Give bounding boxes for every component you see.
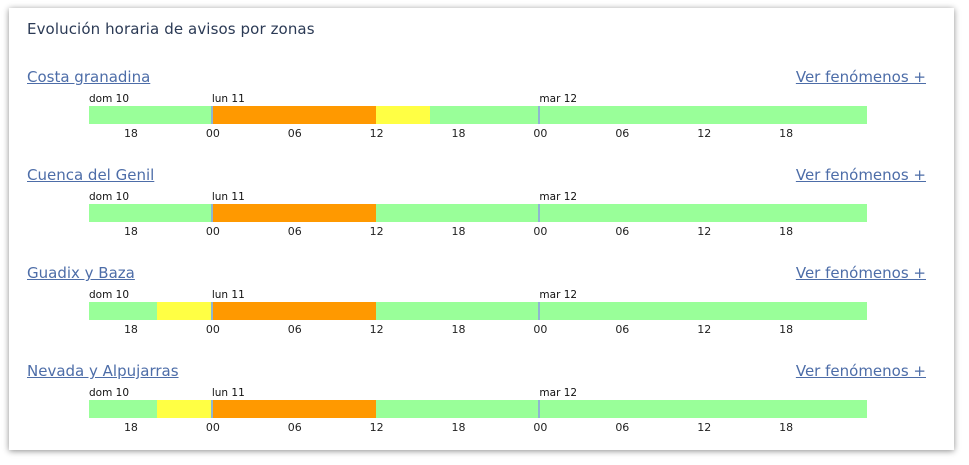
hour-label: 00 — [205, 127, 220, 140]
day-label: lun 11 — [211, 387, 245, 399]
hour-label: 00 — [533, 225, 548, 238]
hour-label: 06 — [615, 421, 630, 434]
hour-label: 18 — [123, 323, 138, 336]
warning-level-segment-green — [89, 106, 212, 124]
warning-level-segment-orange — [211, 204, 376, 222]
zone-name-link[interactable]: Nevada y Alpujarras — [27, 362, 179, 380]
hour-label: 18 — [451, 225, 466, 238]
hour-label: 18 — [123, 225, 138, 238]
warning-level-segment-green — [430, 106, 867, 124]
warning-level-segment-yellow — [157, 302, 212, 320]
warning-timeline-bar — [89, 400, 867, 418]
zone-row: Guadix y Baza Ver fenómenos + dom 10 lun 11… — [9, 264, 954, 362]
day-separator — [538, 106, 541, 124]
hour-label: 06 — [615, 127, 630, 140]
hour-label: 12 — [369, 127, 384, 140]
hour-label: 06 — [287, 421, 302, 434]
hour-label: 18 — [451, 421, 466, 434]
day-label: dom 10 — [89, 191, 130, 203]
day-separator — [210, 302, 213, 320]
day-separator — [538, 302, 541, 320]
warning-level-segment-green — [89, 302, 158, 320]
hour-label: 06 — [287, 225, 302, 238]
zone-row: Nevada y Alpujarras Ver fenómenos + dom 10… — [9, 362, 954, 460]
hour-label: 00 — [533, 323, 548, 336]
hour-label: 12 — [697, 323, 712, 336]
hour-label: 18 — [779, 421, 794, 434]
warning-level-segment-green — [375, 400, 867, 418]
hour-label: 18 — [779, 225, 794, 238]
zone-name-link[interactable]: Cuenca del Genil — [27, 166, 155, 184]
hour-label: 06 — [287, 127, 302, 140]
zone-name-link[interactable]: Costa granadina — [27, 68, 151, 86]
hour-label: 00 — [533, 127, 548, 140]
warning-level-segment-green — [89, 400, 158, 418]
warning-level-segment-yellow — [157, 400, 212, 418]
day-label: dom 10 — [89, 289, 130, 301]
warning-level-segment-orange — [211, 302, 376, 320]
hour-label: 06 — [615, 323, 630, 336]
hour-label: 18 — [779, 127, 794, 140]
zone-name-link[interactable]: Guadix y Baza — [27, 264, 135, 282]
hour-label: 06 — [615, 225, 630, 238]
day-label: lun 11 — [211, 289, 245, 301]
hour-label: 18 — [451, 127, 466, 140]
hour-label: 00 — [205, 421, 220, 434]
warnings-panel: Evolución horaria de avisos por zonas Co… — [9, 8, 954, 450]
hour-label: 12 — [369, 421, 384, 434]
warning-level-segment-green — [375, 302, 867, 320]
day-separator — [210, 106, 213, 124]
hour-label: 12 — [697, 127, 712, 140]
warning-timeline-bar — [89, 106, 867, 124]
warning-timeline-bar — [89, 302, 867, 320]
hour-label: 12 — [697, 421, 712, 434]
warning-timeline-bar — [89, 204, 867, 222]
see-phenomena-link[interactable]: Ver fenómenos + — [795, 362, 926, 380]
hour-label: 12 — [369, 225, 384, 238]
warning-level-segment-green — [375, 204, 867, 222]
panel-title: Evolución horaria de avisos por zonas — [27, 20, 315, 38]
hour-label: 18 — [123, 421, 138, 434]
day-separator — [210, 204, 213, 222]
warning-level-segment-orange — [211, 400, 376, 418]
see-phenomena-link[interactable]: Ver fenómenos + — [795, 264, 926, 282]
day-label: mar 12 — [539, 387, 578, 399]
day-separator — [210, 400, 213, 418]
hour-label: 18 — [779, 323, 794, 336]
hour-label: 06 — [287, 323, 302, 336]
warning-level-segment-orange — [211, 106, 376, 124]
hour-label: 00 — [205, 323, 220, 336]
day-label: mar 12 — [539, 93, 578, 105]
hour-label: 12 — [369, 323, 384, 336]
zone-row: Cuenca del Genil Ver fenómenos + dom 10 lun… — [9, 166, 954, 264]
hour-label: 18 — [451, 323, 466, 336]
day-label: mar 12 — [539, 191, 578, 203]
zone-row: Costa granadina Ver fenómenos + dom 10 lun … — [9, 68, 954, 166]
day-label: dom 10 — [89, 387, 130, 399]
warning-level-segment-yellow — [375, 106, 431, 124]
hour-label: 12 — [697, 225, 712, 238]
hour-label: 18 — [123, 127, 138, 140]
day-label: dom 10 — [89, 93, 130, 105]
day-separator — [538, 204, 541, 222]
warning-level-segment-green — [89, 204, 212, 222]
see-phenomena-link[interactable]: Ver fenómenos + — [795, 166, 926, 184]
hour-label: 00 — [205, 225, 220, 238]
see-phenomena-link[interactable]: Ver fenómenos + — [795, 68, 926, 86]
day-separator — [538, 400, 541, 418]
day-label: mar 12 — [539, 289, 578, 301]
hour-label: 00 — [533, 421, 548, 434]
day-label: lun 11 — [211, 93, 245, 105]
day-label: lun 11 — [211, 191, 245, 203]
